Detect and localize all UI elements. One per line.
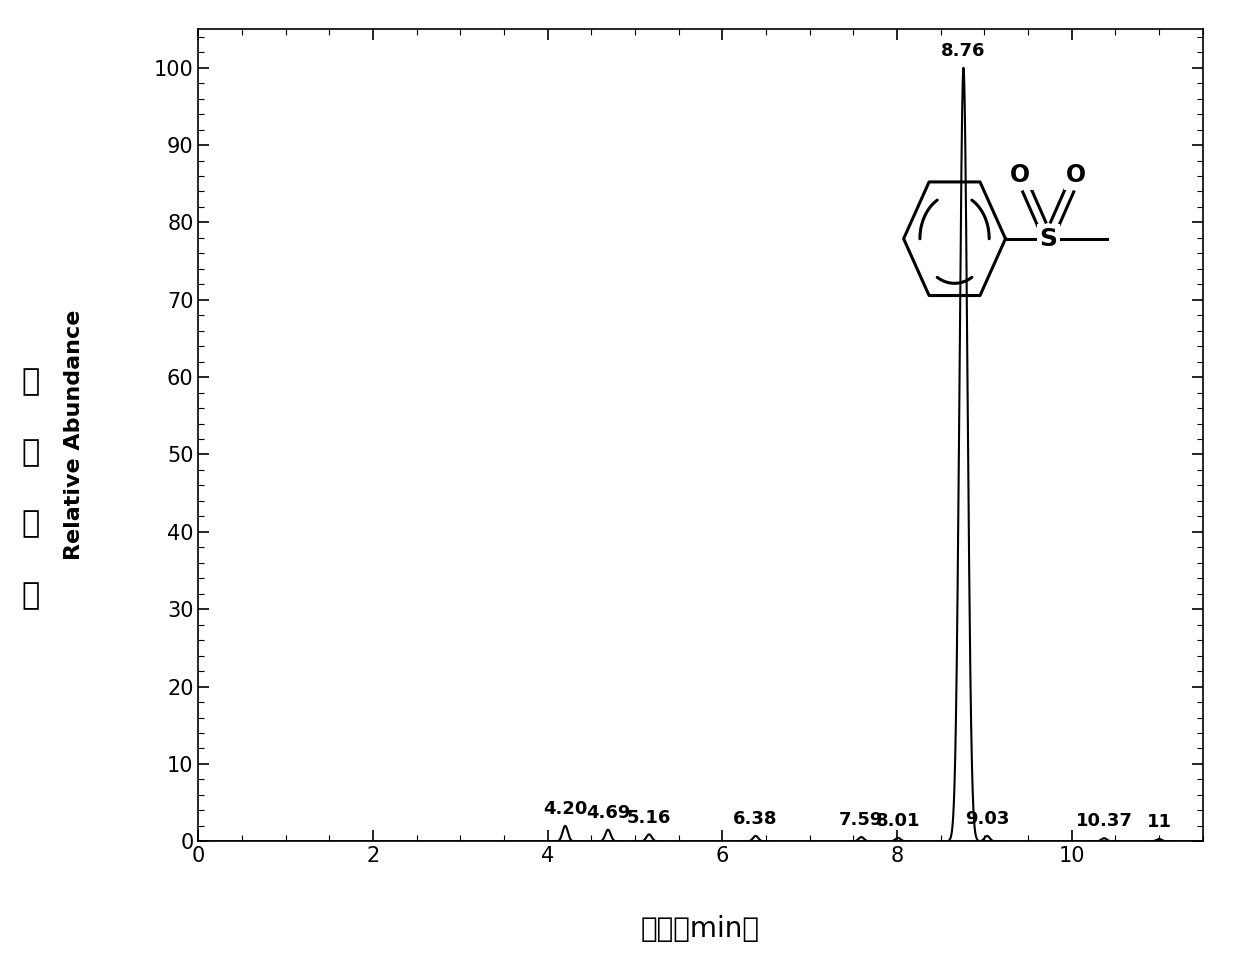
Text: 4.20: 4.20 xyxy=(543,800,588,818)
Text: 5.16: 5.16 xyxy=(627,808,671,827)
Text: 对: 对 xyxy=(22,439,40,467)
Text: O: O xyxy=(1066,163,1086,188)
Text: 9.03: 9.03 xyxy=(965,810,1009,828)
Text: 11: 11 xyxy=(1147,813,1172,832)
Text: 6.38: 6.38 xyxy=(733,810,777,828)
Text: O: O xyxy=(1011,163,1030,188)
Text: 7.59: 7.59 xyxy=(839,811,883,830)
Text: 相: 相 xyxy=(22,367,40,396)
Text: 10.37: 10.37 xyxy=(1075,812,1132,831)
Text: 度: 度 xyxy=(22,581,40,609)
Text: S: S xyxy=(1039,226,1058,250)
Y-axis label: Relative Abundance: Relative Abundance xyxy=(64,310,84,560)
Text: 丰: 丰 xyxy=(22,510,40,539)
Text: 8.76: 8.76 xyxy=(941,42,986,60)
Text: 4.69: 4.69 xyxy=(585,804,630,822)
Text: 时间（min）: 时间（min） xyxy=(641,915,760,943)
Text: 8.01: 8.01 xyxy=(875,812,920,830)
